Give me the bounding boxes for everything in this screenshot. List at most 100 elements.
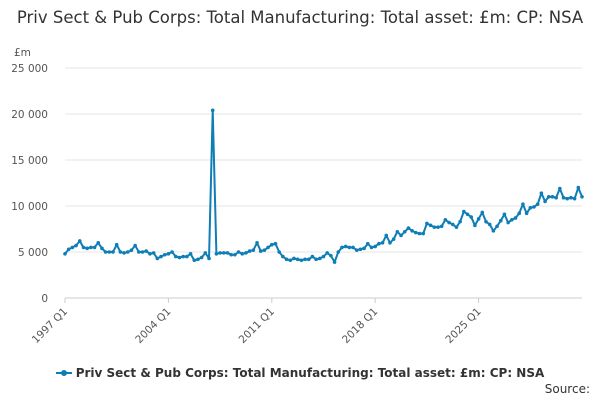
data-point (107, 250, 112, 254)
data-point (173, 254, 178, 259)
data-point (229, 252, 233, 257)
data-point (362, 246, 366, 251)
data-point (565, 196, 570, 201)
data-point (502, 212, 507, 217)
data-point (325, 251, 329, 255)
data-point (77, 239, 82, 243)
data-point (125, 250, 130, 254)
data-point (366, 241, 370, 246)
data-point (225, 251, 230, 255)
x-tick-label: 2025 Q1 (443, 306, 483, 346)
data-point (576, 185, 581, 190)
source-label: Source: (544, 382, 590, 396)
data-point (510, 218, 514, 222)
data-point (262, 248, 267, 252)
data-point (473, 223, 477, 228)
data-point (214, 252, 219, 256)
data-point (192, 258, 197, 263)
data-point (218, 251, 222, 255)
data-point (332, 260, 337, 264)
data-point (428, 223, 433, 228)
data-point (251, 248, 256, 252)
data-point (321, 254, 326, 259)
data-point (521, 202, 525, 206)
data-point (303, 257, 307, 262)
data-point (281, 254, 285, 259)
data-point (188, 252, 193, 256)
data-point (244, 251, 248, 255)
data-point (535, 202, 540, 206)
y-tick-label: 20 000 (11, 109, 48, 121)
data-point (498, 218, 503, 223)
legend[interactable]: Priv Sect & Pub Corps: Total Manufacturi… (0, 366, 600, 380)
data-point (399, 233, 403, 238)
data-point (273, 241, 278, 246)
data-point (380, 241, 385, 245)
data-point (347, 245, 352, 250)
data-point (506, 220, 510, 225)
data-point (343, 244, 348, 249)
data-point (122, 251, 126, 255)
y-tick-label: 25 000 (11, 63, 48, 75)
y-tick-label: 0 (41, 293, 48, 305)
data-point (373, 244, 378, 249)
series-line (64, 109, 583, 264)
data-point (410, 229, 414, 233)
data-point (247, 249, 252, 253)
data-point (196, 257, 200, 262)
data-point (277, 250, 281, 254)
data-point (103, 250, 108, 254)
data-point (465, 212, 470, 217)
data-point (66, 247, 71, 252)
data-point (159, 254, 163, 259)
data-point (306, 257, 311, 262)
x-axis-ticks: 1997 Q1 2004 Q1 2011 Q1 2018 Q1 2025 Q1 (30, 298, 484, 346)
data-point (462, 209, 466, 214)
data-point (425, 221, 429, 226)
data-point (266, 245, 270, 250)
x-tick-label: 1997 Q1 (30, 306, 70, 346)
data-point (417, 231, 422, 236)
data-point (484, 219, 488, 224)
data-point (543, 199, 547, 204)
data-point (432, 225, 437, 229)
data-point (377, 241, 381, 246)
chart-title: Priv Sect & Pub Corps: Total Manufacturi… (16, 8, 584, 27)
data-point (181, 254, 185, 259)
data-point (450, 222, 455, 227)
y-axis-unit-label: £m (14, 47, 31, 59)
data-point (487, 222, 492, 227)
data-point (114, 242, 119, 247)
data-point (336, 250, 341, 254)
data-point (85, 246, 89, 251)
data-point (299, 258, 304, 263)
data-point (369, 245, 374, 250)
data-point (458, 219, 462, 224)
data-point (140, 250, 145, 254)
series-layer (63, 108, 584, 264)
data-point (185, 254, 189, 259)
data-point (170, 250, 174, 254)
y-axis-ticks: 0 5 000 10 000 15 000 20 000 25 000 (11, 63, 48, 305)
data-point (236, 250, 241, 254)
data-point (310, 254, 315, 259)
data-point (177, 255, 182, 260)
data-point (199, 255, 204, 260)
data-point (572, 196, 577, 201)
data-point (388, 241, 392, 245)
data-point (402, 229, 407, 234)
data-point (554, 195, 558, 200)
data-point (295, 257, 300, 262)
data-point (233, 252, 237, 257)
data-point (439, 224, 444, 229)
data-point (292, 256, 296, 261)
data-point (221, 251, 226, 255)
data-point (155, 256, 160, 261)
data-point (558, 186, 562, 191)
data-point (421, 231, 426, 236)
data-point (162, 252, 167, 257)
data-point (491, 229, 496, 233)
data-point (443, 218, 448, 222)
